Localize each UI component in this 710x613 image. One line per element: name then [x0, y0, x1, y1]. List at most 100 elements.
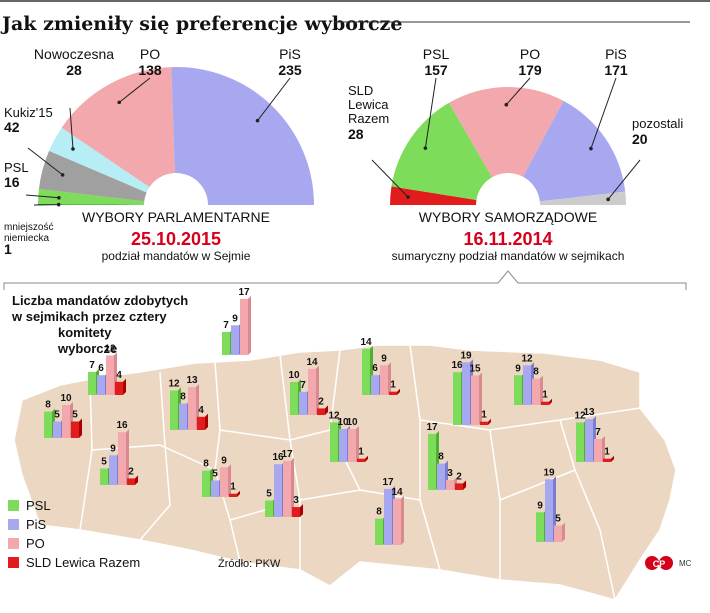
- slice-pis: [171, 67, 314, 205]
- bar-value-psl: 7: [89, 360, 95, 371]
- bar-value-psl: 14: [360, 337, 372, 348]
- slice-value-kukiz-15: 42: [4, 119, 20, 135]
- bar-side-po: [562, 523, 565, 543]
- bar-value-pis: 7: [300, 380, 306, 391]
- source-note: Źródło: PKW: [218, 557, 281, 570]
- bar-pis: [371, 375, 379, 395]
- bar-value-sld-lewica-razem: 1: [542, 390, 548, 401]
- bar-side-po: [401, 496, 404, 545]
- slice-label-sld-lewica-razem: Razem: [348, 111, 389, 126]
- bar-value-sld-lewica-razem: 2: [128, 466, 134, 477]
- bar-value-psl: 9: [515, 363, 521, 374]
- bar-value-sld-lewica-razem: 1: [604, 447, 610, 458]
- bar-value-po: 10: [60, 393, 72, 404]
- slice-value-po: 179: [518, 62, 542, 78]
- bar-psl: [514, 375, 522, 405]
- bar-pis: [585, 419, 593, 462]
- bar-sld-lewica-razem: [71, 422, 79, 439]
- bar-po: [594, 439, 602, 462]
- map-section-frame: [4, 271, 686, 290]
- regional-chart-date: 16.11.2014: [463, 229, 552, 249]
- legend-swatch-psl: [8, 500, 19, 511]
- page-title: Jak zmieniły się preferencje wyborcze: [0, 13, 402, 35]
- bar-value-sld-lewica-razem: 1: [481, 410, 487, 421]
- bar-value-po: 3: [447, 468, 453, 479]
- bar-pis: [109, 455, 117, 485]
- bar-value-psl: 17: [426, 422, 438, 433]
- slice-label-pis: PiS: [279, 46, 301, 62]
- slice-value-pis: 235: [278, 62, 302, 78]
- bar-value-psl: 5: [101, 457, 107, 468]
- bar-psl: [290, 382, 298, 415]
- bar-po: [240, 299, 248, 355]
- leader-dot-psl: [424, 146, 428, 150]
- bar-po: [471, 376, 479, 426]
- bar-value-psl: 8: [45, 400, 51, 411]
- legend-swatch-pis: [8, 519, 19, 530]
- bar-sld-lewica-razem: [357, 459, 365, 462]
- bar-po: [393, 499, 401, 545]
- bar-pis: [437, 464, 445, 490]
- slice-label-sld-lewica-razem: Lewica: [348, 97, 389, 112]
- bar-value-pis: 19: [460, 350, 472, 361]
- bar-pis: [274, 464, 282, 517]
- bar-psl: [536, 512, 544, 542]
- bar-sld-lewica-razem: [541, 402, 549, 405]
- bar-psl: [88, 372, 96, 395]
- bar-value-po: 14: [306, 357, 318, 368]
- bar-pis: [339, 429, 347, 462]
- bar-po: [554, 526, 562, 543]
- map-title-line-3: komitety: [58, 325, 112, 340]
- bar-value-psl: 10: [288, 370, 300, 381]
- bar-value-po: 12: [104, 343, 116, 354]
- slice-value-psl: 157: [424, 62, 448, 78]
- bar-value-po: 5: [555, 514, 561, 525]
- bar-psl: [576, 422, 584, 462]
- regional-semicircle-chart: SLDLewicaRazem28PSL157PO179PiS171pozosta…: [348, 46, 683, 205]
- bar-pis: [179, 404, 187, 430]
- top-rule: [0, 0, 710, 2]
- legend-swatch-sld: [8, 557, 19, 568]
- bar-pis: [299, 392, 307, 415]
- bar-sld-lewica-razem: [229, 494, 237, 497]
- bar-po: [118, 432, 126, 485]
- bar-value-pis: 6: [372, 363, 378, 374]
- bar-psl: [330, 422, 338, 462]
- bar-po: [220, 467, 228, 497]
- bar-value-psl: 9: [537, 500, 543, 511]
- bar-psl: [100, 469, 108, 486]
- bar-po: [308, 369, 316, 415]
- bar-psl: [170, 390, 178, 430]
- author-initials: MC: [679, 559, 692, 568]
- bar-sld-lewica-razem: [317, 408, 325, 415]
- bar-pis: [231, 325, 239, 355]
- leader-dot-po: [117, 101, 121, 105]
- bar-value-sld-lewica-razem: 4: [198, 405, 204, 416]
- bar-value-po: 17: [238, 287, 250, 298]
- bar-value-sld-lewica-razem: 5: [72, 410, 78, 421]
- slice-label-po: PO: [140, 46, 160, 62]
- bar-value-pis: 9: [110, 443, 116, 454]
- publisher-logo: CP: [645, 556, 673, 570]
- bar-psl: [44, 412, 52, 438]
- bar-value-pis: 19: [543, 467, 555, 478]
- bar-value-psl: 16: [451, 360, 463, 371]
- bar-po: [532, 379, 540, 405]
- regional-chart-subtitle: sumaryczny podział mandatów w sejmikach: [392, 249, 625, 263]
- legend-label-sld: SLD Lewica Razem: [26, 555, 140, 570]
- bar-psl: [375, 519, 383, 545]
- slice-label-po: PO: [520, 46, 540, 62]
- bar-psl: [453, 372, 461, 425]
- map-title-line-2: w sejmikach przez cztery: [11, 309, 167, 324]
- leader-dot-mniejszosc-niemiecka: [57, 203, 61, 207]
- bar-value-sld-lewica-razem: 3: [293, 495, 299, 506]
- legend-label-psl: PSL: [26, 498, 51, 513]
- bar-psl: [202, 471, 210, 497]
- slice-label-kukiz-15: Kukiz'15: [4, 105, 53, 120]
- bar-side-po: [316, 366, 319, 415]
- bar-value-po: 16: [116, 420, 128, 431]
- bar-sld-lewica-razem: [603, 459, 611, 462]
